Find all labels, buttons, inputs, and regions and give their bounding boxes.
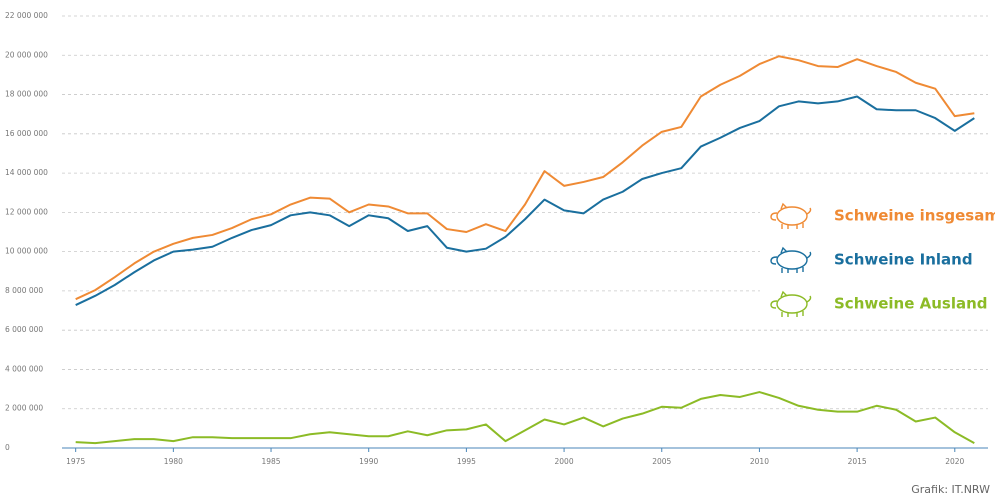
x-tick-label: 1975	[66, 457, 85, 466]
y-tick-label: 8 000 000	[5, 286, 43, 295]
y-tick-label: 16 000 000	[5, 129, 48, 138]
legend-label: Schweine insgesamt	[834, 207, 995, 225]
x-tick-label: 1990	[359, 457, 378, 466]
legend-icon	[770, 202, 812, 229]
x-tick-label: 1980	[164, 457, 183, 466]
y-tick-label: 14 000 000	[5, 168, 48, 177]
x-tick-label: 2005	[652, 457, 671, 466]
source: Grafik: IT.NRW	[911, 483, 990, 496]
pig-legs	[781, 311, 804, 317]
pig-legs	[781, 267, 804, 273]
x-tick-label: 2015	[848, 457, 867, 466]
y-tick-label: 6 000 000	[5, 325, 43, 334]
y-tick-label: 20 000 000	[5, 50, 48, 59]
series-line	[75, 391, 975, 445]
pig-tail	[806, 295, 812, 303]
legend-label: Schweine Inland	[834, 251, 973, 269]
series-line	[75, 95, 975, 306]
pig-legs	[781, 223, 804, 229]
pig-ear	[780, 290, 788, 298]
legend-background	[760, 190, 995, 325]
x-tick-label: 1985	[261, 457, 280, 466]
pig-ear	[780, 246, 788, 254]
pig-ear	[780, 202, 788, 210]
x-tick-label: 2020	[945, 457, 964, 466]
y-tick-label: 12 000 000	[5, 207, 48, 216]
y-tick-label: 22 000 000	[5, 11, 48, 20]
pig-snout	[770, 300, 778, 309]
y-tick-label: 18 000 000	[5, 90, 48, 99]
y-tick-label: 10 000 000	[5, 247, 48, 256]
pig-tail	[806, 251, 812, 259]
y-tick-label: 4 000 000	[5, 364, 43, 373]
pig-body	[776, 294, 808, 314]
legend-icon	[770, 246, 812, 273]
pig-tail	[806, 207, 812, 215]
pig-snout	[770, 212, 778, 221]
x-tick-label: 2000	[555, 457, 574, 466]
y-tick-label: 2 000 000	[5, 404, 43, 413]
y-tick-label: 0	[5, 443, 10, 452]
pig-snout	[770, 256, 778, 265]
pig-body	[776, 206, 808, 226]
pig-body	[776, 250, 808, 270]
legend-icon	[770, 290, 812, 317]
x-tick-label: 1995	[457, 457, 476, 466]
series-line	[75, 55, 975, 301]
legend-label: Schweine Ausland	[834, 295, 988, 313]
x-tick-label: 2010	[750, 457, 769, 466]
